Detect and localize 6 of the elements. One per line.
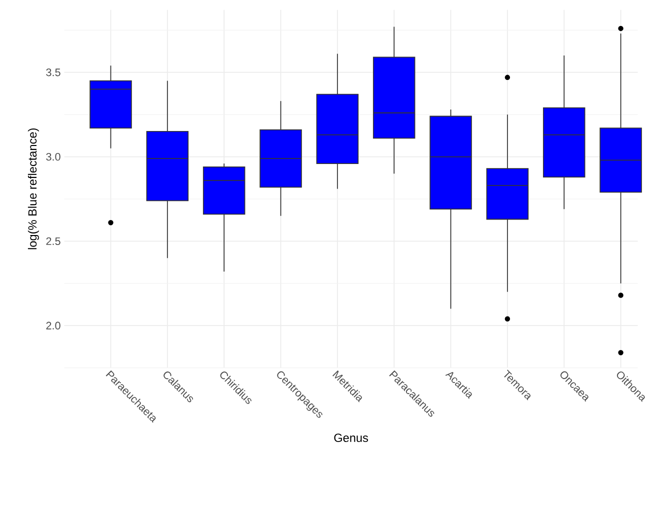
- y-axis-title: log(% Blue reflectance): [28, 128, 39, 250]
- x-axis-title: Genus: [334, 434, 368, 442]
- y-tick-label: 2.5: [46, 237, 60, 246]
- y-tick-label: 3.5: [46, 68, 60, 76]
- y-tick-label: 2.0: [46, 322, 60, 330]
- y-tick-label: 3.0: [46, 152, 60, 161]
